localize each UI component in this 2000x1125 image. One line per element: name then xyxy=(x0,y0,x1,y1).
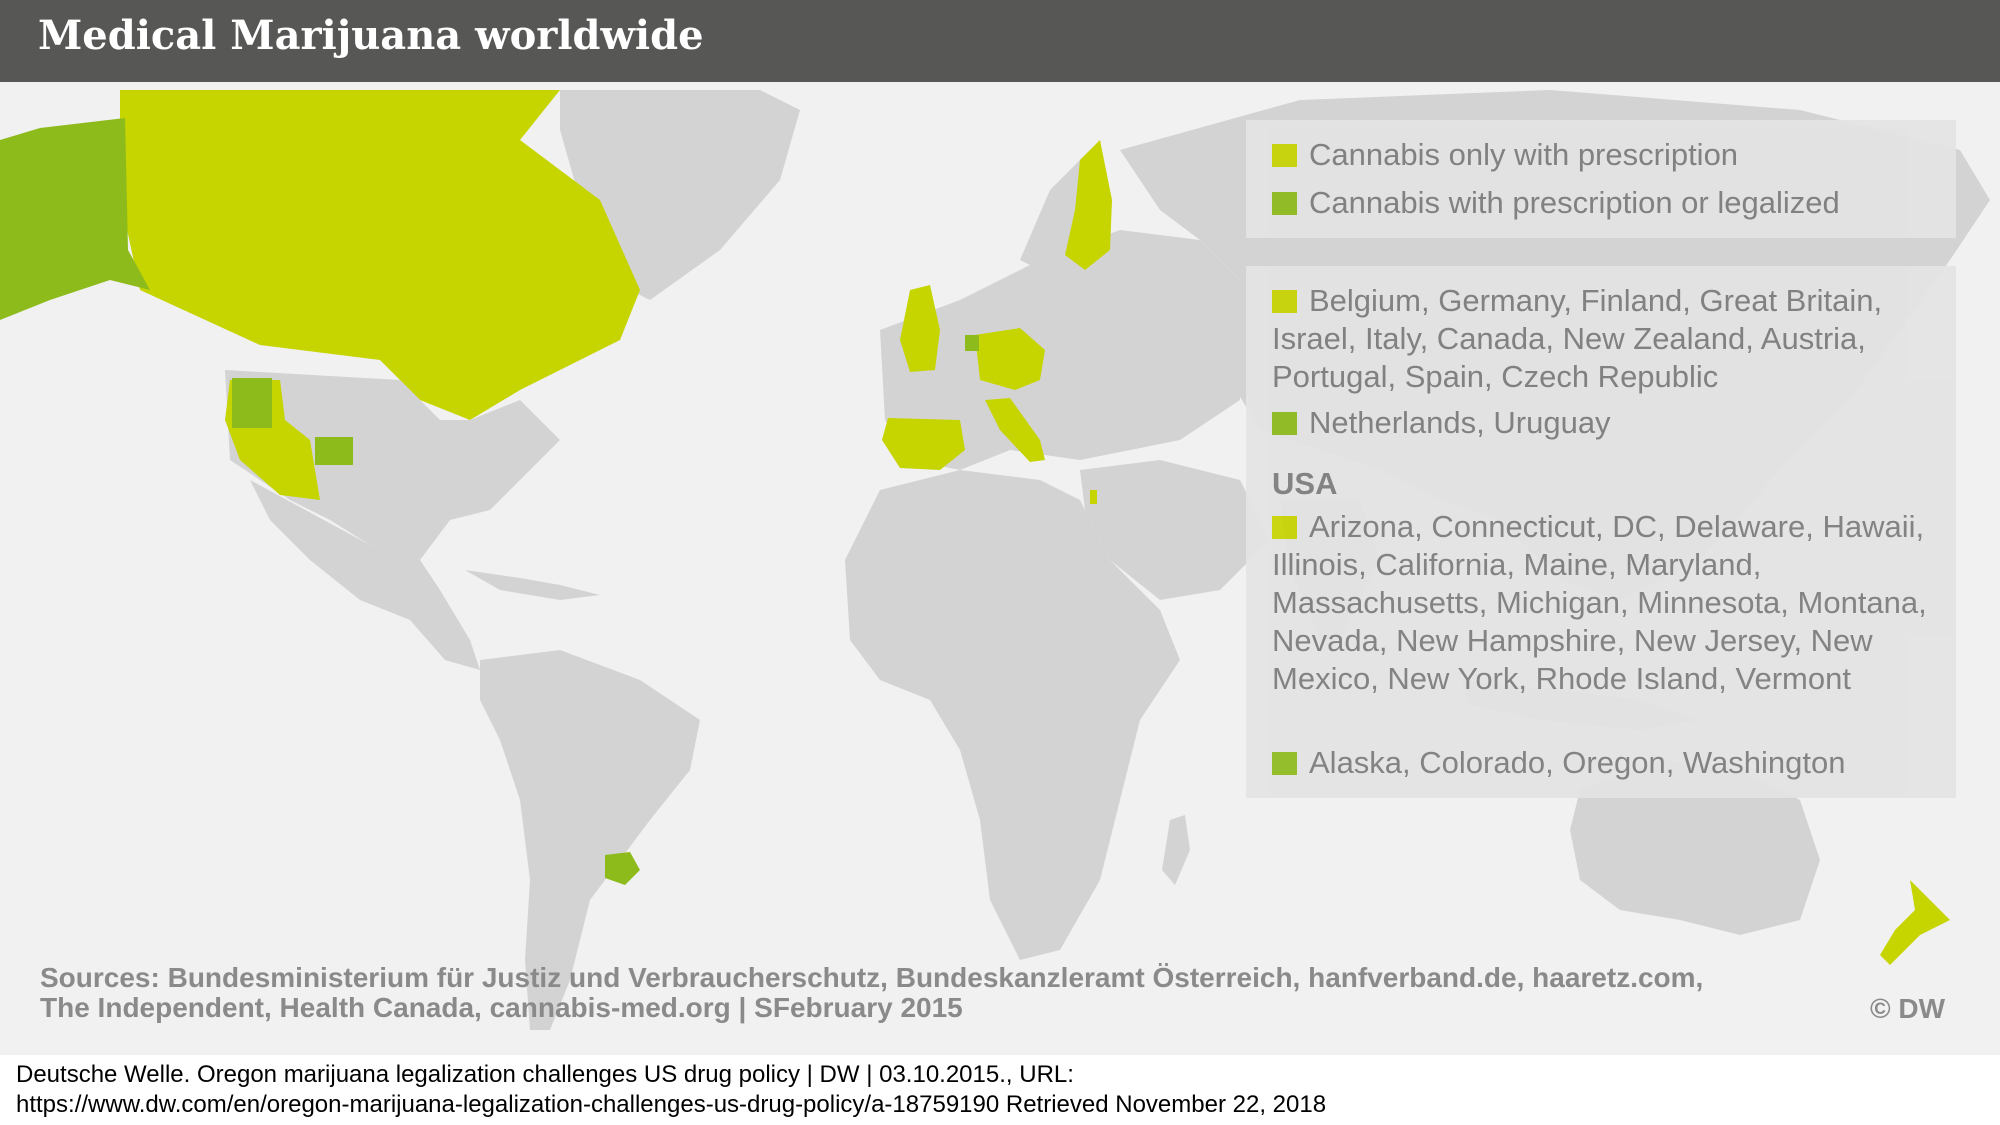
countries-prescription: Belgium, Germany, Finland, Great Britain… xyxy=(1272,282,1942,396)
region-middle-east xyxy=(1080,460,1270,600)
copyright: © DW xyxy=(1870,993,1946,1024)
region-caribbean xyxy=(465,570,600,600)
usa-legalized: Alaska, Colorado, Oregon, Washington xyxy=(1272,744,1845,782)
usa-legalized-text: Alaska, Colorado, Oregon, Washington xyxy=(1309,745,1846,780)
region-central-europe xyxy=(975,328,1045,390)
countries-prescription-swatch xyxy=(1272,290,1297,313)
region-europe xyxy=(880,230,1240,470)
legend-swatch-legalized xyxy=(1272,192,1297,215)
region-alaska xyxy=(0,118,150,320)
region-south-america xyxy=(480,650,700,1030)
country-list-panel: Belgium, Germany, Finland, Great Britain… xyxy=(1246,266,1956,798)
citation: Deutsche Welle. Oregon marijuana legaliz… xyxy=(16,1060,1976,1120)
region-usa xyxy=(225,370,560,560)
region-italy xyxy=(985,398,1045,462)
region-iberia xyxy=(882,418,965,470)
region-netherlands xyxy=(965,335,979,351)
legend-label-prescription: Cannabis only with prescription xyxy=(1309,137,1739,172)
region-australia xyxy=(1570,760,1820,935)
legend-swatch-prescription xyxy=(1272,144,1297,167)
region-new-zealand xyxy=(1880,880,1950,965)
legend: Cannabis only with prescription Cannabis… xyxy=(1246,120,1956,238)
citation-line-2: https://www.dw.com/en/oregon-marijuana-l… xyxy=(16,1091,1327,1118)
header-bar: Medical Marijuana worldwide xyxy=(0,0,2000,82)
region-uruguay xyxy=(605,852,640,885)
infographic: Medical Marijuana worldwide Cannabis onl… xyxy=(0,0,2000,1055)
legend-item-legalized: Cannabis with prescription or legalized xyxy=(1272,184,1840,222)
sources-text: Sources: Bundesministerium für Justiz un… xyxy=(40,962,1704,1023)
region-colorado xyxy=(315,437,353,465)
usa-prescription-text: Arizona, Connecticut, DC, Delaware, Hawa… xyxy=(1272,509,1927,696)
legend-label-legalized: Cannabis with prescription or legalized xyxy=(1309,185,1840,220)
countries-legalized-text: Netherlands, Uruguay xyxy=(1309,405,1611,440)
region-great-britain xyxy=(900,285,940,372)
citation-line-1: Deutsche Welle. Oregon marijuana legaliz… xyxy=(16,1061,1074,1088)
region-canada xyxy=(120,90,640,420)
usa-legalized-swatch xyxy=(1272,752,1297,775)
region-mexico xyxy=(250,480,480,670)
usa-prescription-swatch xyxy=(1272,516,1297,539)
usa-heading: USA xyxy=(1272,466,1338,501)
countries-legalized-swatch xyxy=(1272,412,1297,435)
region-africa xyxy=(845,470,1180,960)
legend-item-prescription: Cannabis only with prescription xyxy=(1272,136,1738,174)
region-israel xyxy=(1090,490,1097,504)
region-madagascar xyxy=(1162,815,1190,885)
region-finland xyxy=(1065,140,1112,270)
countries-prescription-text: Belgium, Germany, Finland, Great Britain… xyxy=(1272,283,1883,394)
countries-legalized: Netherlands, Uruguay xyxy=(1272,404,1611,442)
usa-prescription: Arizona, Connecticut, DC, Delaware, Hawa… xyxy=(1272,508,1952,698)
region-washington-oregon xyxy=(232,378,272,428)
map-title: Medical Marijuana worldwide xyxy=(38,12,704,59)
